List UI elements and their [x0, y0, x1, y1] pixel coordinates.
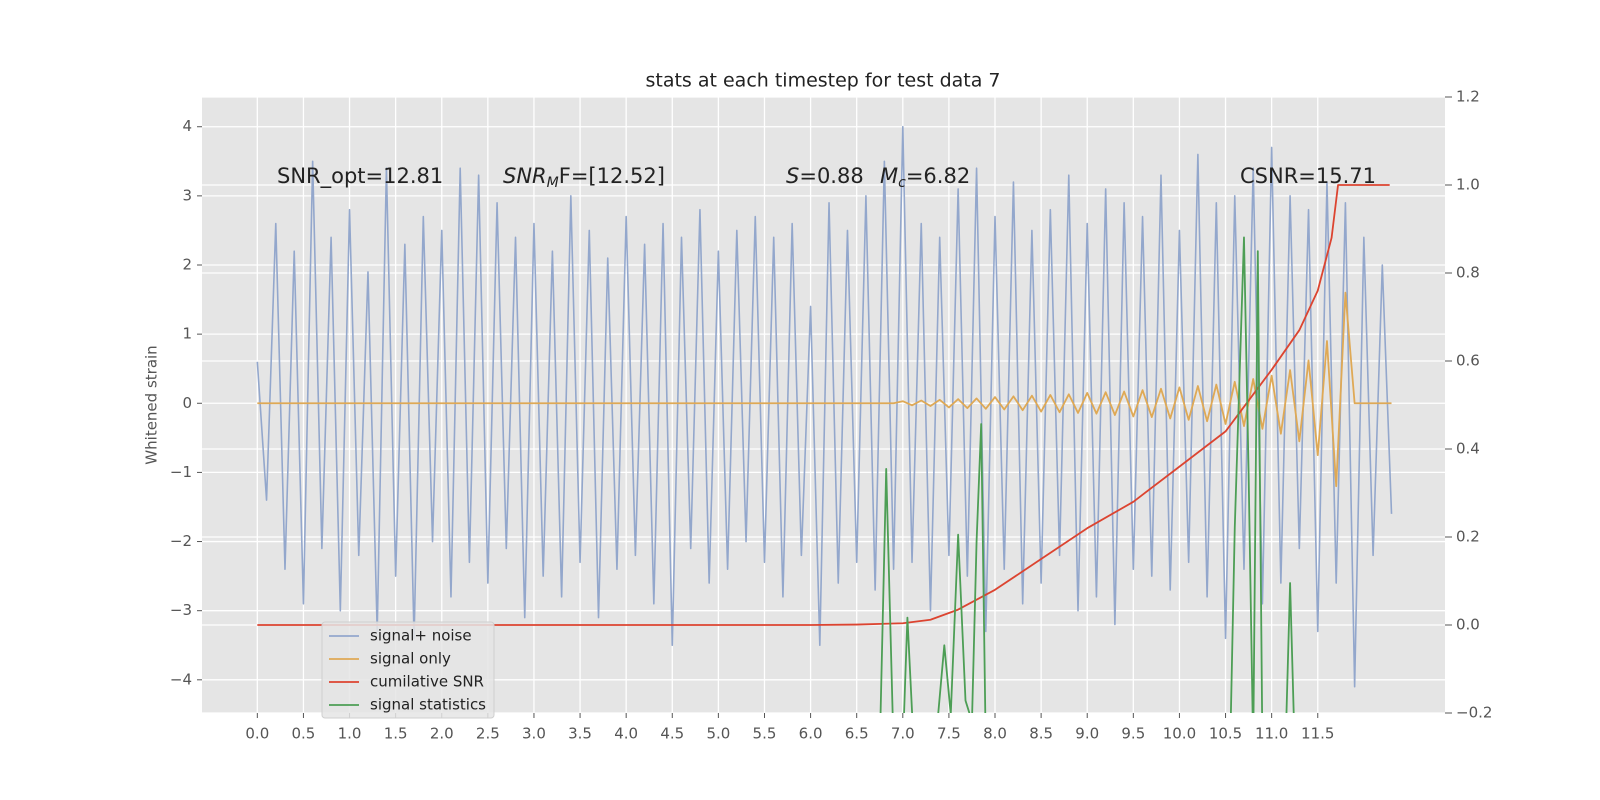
x-tick-label: 4.5: [660, 725, 684, 743]
series-line: [257, 291, 1392, 488]
annotation-part: =6.82: [906, 164, 970, 188]
legend: signal+ noise signal only cumilative SNR si…: [321, 621, 495, 719]
x-tick-label: 11.5: [1301, 725, 1334, 743]
x-tick-label: 11.0: [1255, 725, 1288, 743]
legend-label: signal only: [370, 650, 451, 668]
annotation-part: M: [880, 164, 898, 188]
x-tick-label: 1.5: [384, 725, 408, 743]
series-line: [257, 184, 1390, 626]
y-axis-label: Whitened strain: [143, 345, 161, 464]
x-tick-label: 1.0: [338, 725, 362, 743]
x-tick-label: 3.0: [522, 725, 546, 743]
y-tick-label: −2: [170, 532, 192, 550]
x-tick-label: 9.0: [1075, 725, 1099, 743]
x-tick-label: 2.0: [430, 725, 454, 743]
annotation-part: M: [547, 175, 559, 191]
x-tick-label: 3.5: [568, 725, 592, 743]
annotation-part: SNR_opt=12.81: [277, 164, 443, 189]
y-tick-label: 4: [182, 117, 192, 135]
x-tick-label: 9.5: [1121, 725, 1145, 743]
chart-title: stats at each timestep for test data 7: [645, 70, 1000, 92]
y2-tick-label: 1.2: [1456, 88, 1480, 106]
annotation-part: SNR: [503, 164, 547, 188]
y2-tick-label: 0.4: [1456, 440, 1480, 458]
legend-label: signal+ noise: [370, 627, 472, 645]
x-tick-label: 6.5: [845, 725, 869, 743]
annotation: Mc=6.82: [880, 164, 970, 191]
y2-tick-label: 0.0: [1456, 616, 1480, 634]
y2-tick-label: 0.2: [1456, 528, 1480, 546]
x-tick-label: 2.5: [476, 725, 500, 743]
annotation-part: c: [898, 175, 906, 191]
annotation-part: =0.88: [799, 164, 863, 188]
series-line: [256, 125, 1393, 688]
grid: [202, 96, 1445, 714]
x-tick-label: 5.0: [706, 725, 730, 743]
y-tick-label: −4: [170, 670, 192, 688]
annotation: SNRMF=[12.52]: [503, 164, 665, 191]
y2-tick-label: −0.2: [1456, 704, 1492, 722]
y2-tick-label: 1.0: [1456, 176, 1480, 194]
y-tick-label: 2: [182, 256, 192, 274]
x-tick-label: 8.0: [983, 725, 1007, 743]
annotation-part: S: [786, 164, 799, 188]
x-tick-label: 7.0: [891, 725, 915, 743]
annotation: CSNR=15.71: [1240, 164, 1376, 188]
axes: 0.0 0.5 1.0 1.5 2.0 2.5 3.0 3.5 4.0 4.5 5.0 5.5 6.0 6…: [170, 88, 1493, 743]
x-tick-label: 10.0: [1163, 725, 1196, 743]
annotation-part: CSNR=15.71: [1240, 164, 1376, 188]
x-tick-label: 10.5: [1209, 725, 1242, 743]
y-tick-label: 3: [182, 186, 192, 204]
series-line: [879, 236, 1295, 713]
y2-tick-label: 0.8: [1456, 264, 1480, 282]
legend-box: [321, 621, 495, 719]
x-tick-label: 8.5: [1029, 725, 1053, 743]
x-tick-label: 7.5: [937, 725, 961, 743]
x-tick-label: 6.0: [799, 725, 823, 743]
y-tick-label: −1: [170, 463, 192, 481]
x-tick-label: 5.5: [753, 725, 777, 743]
annotation-part: F=[12.52]: [559, 164, 665, 188]
y2-tick-label: 0.6: [1456, 352, 1480, 370]
legend-label: cumilative SNR: [370, 673, 484, 691]
series-lines: [256, 125, 1393, 713]
y-tick-label: 1: [182, 325, 192, 343]
x-tick-label: 0.0: [245, 725, 269, 743]
y-tick-label: −3: [170, 601, 192, 619]
annotation: SNR_opt=12.81: [277, 164, 443, 189]
x-tick-label: 4.0: [614, 725, 638, 743]
y-tick-label: 0: [182, 394, 192, 412]
annotation: S=0.88: [786, 164, 864, 188]
legend-label: signal statistics: [370, 696, 486, 714]
x-tick-label: 0.5: [292, 725, 316, 743]
